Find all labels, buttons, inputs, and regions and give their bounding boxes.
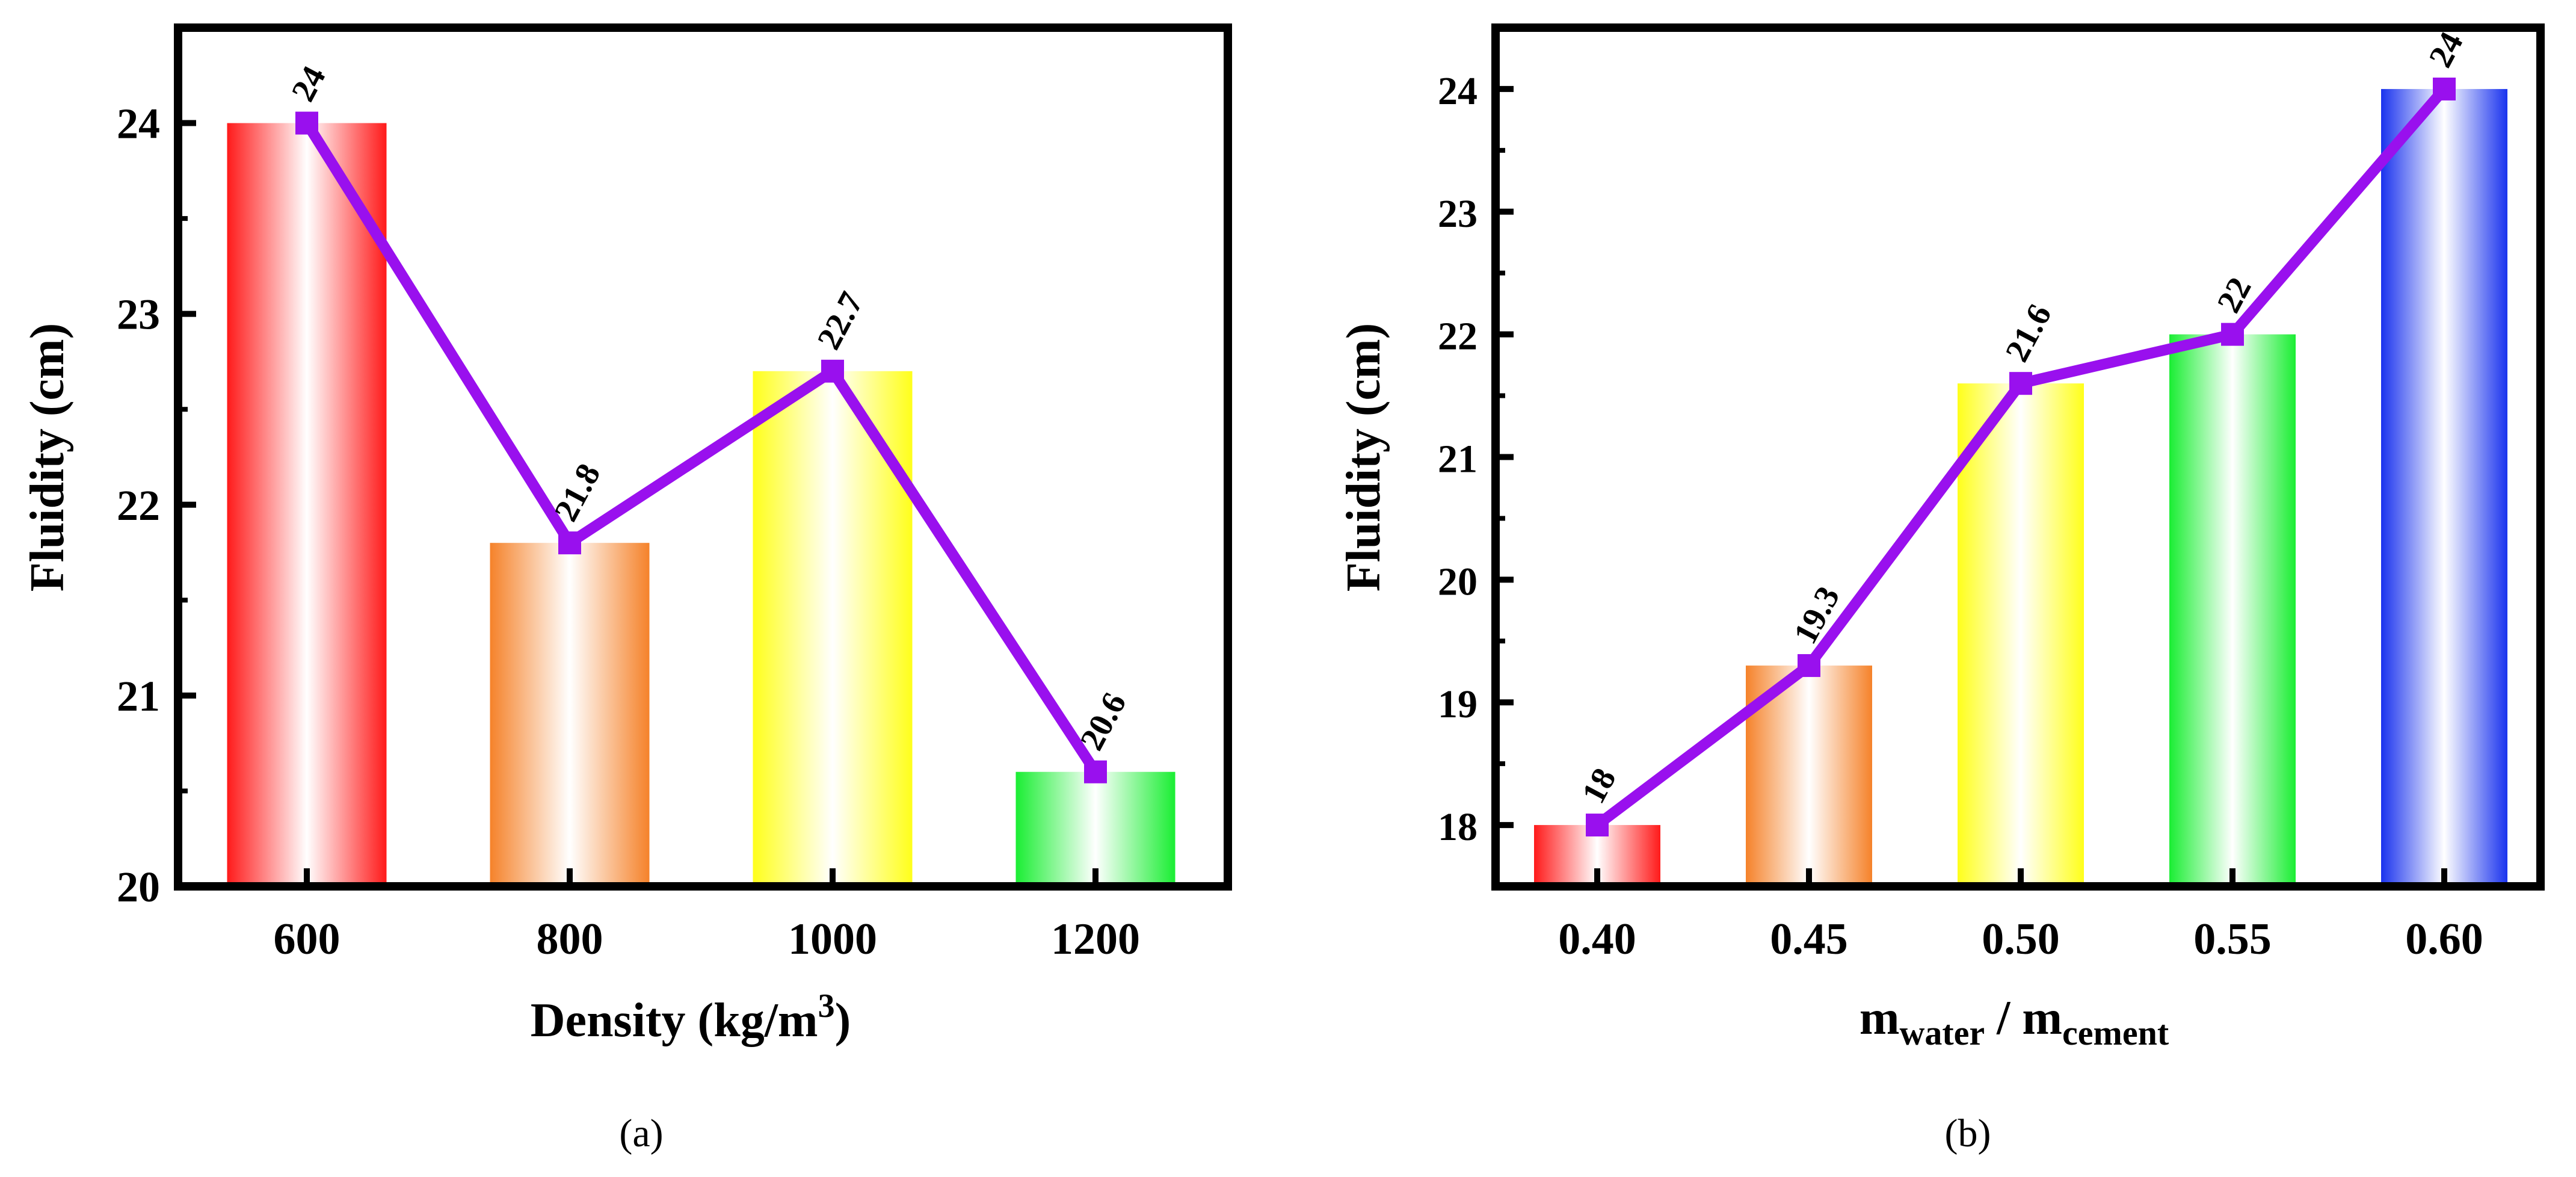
y-tick-label: 24 (1438, 69, 1478, 113)
point-marker-0.55 (2221, 323, 2244, 346)
data-label: 24 (285, 60, 333, 108)
y-tick-label: 19 (1438, 682, 1478, 726)
x-tick-label: 1200 (1051, 915, 1140, 964)
y-tick-label: 21 (117, 672, 160, 720)
y-tick-label: 23 (117, 291, 160, 339)
point-marker-1200 (1084, 760, 1107, 783)
point-marker-0.60 (2433, 77, 2456, 100)
chart-b-y-axis-label: Fluidity (cm) (1337, 323, 1390, 592)
point-marker-800 (558, 531, 581, 555)
y-tick-label: 20 (1438, 560, 1478, 604)
x-tick-label: 0.55 (2193, 915, 2272, 964)
y-tick-label: 18 (1438, 805, 1478, 849)
series-line (302, 120, 1100, 775)
bar-1200 (1015, 771, 1176, 886)
x-tick-label: 800 (537, 915, 603, 964)
chart-a-frame (174, 23, 1232, 891)
x-tick-label: 600 (274, 915, 340, 964)
y-tick-label: 22 (1438, 315, 1478, 359)
point-marker-600 (295, 111, 318, 135)
x-tick-label: 0.60 (2405, 915, 2483, 964)
point-marker-1000 (821, 359, 844, 383)
panel-label-a: (a) (619, 1111, 663, 1155)
data-label: 18 (1575, 762, 1624, 810)
y-tick-label: 23 (1438, 192, 1478, 236)
bar-0.55 (2169, 334, 2296, 886)
data-label: 24 (2422, 26, 2471, 73)
chart-a-y-axis-label: Fluidity (cm) (21, 323, 74, 592)
panel-label-b: (b) (1945, 1111, 1991, 1155)
point-marker-0.45 (1798, 654, 1820, 678)
x-tick-label: 0.45 (1770, 915, 1848, 964)
point-marker-0.40 (1586, 814, 1609, 837)
x-tick-label: 1000 (788, 915, 877, 964)
x-tick-label: 0.40 (1558, 915, 1636, 964)
data-label: 21.6 (1998, 298, 2059, 368)
x-tick-label: 0.50 (1982, 915, 2060, 964)
bar-800 (490, 543, 650, 886)
chart-b-x-axis-label: mwater / mcement (1860, 992, 2169, 1052)
bar-0.60 (2381, 88, 2507, 886)
y-tick-label: 21 (1438, 437, 1478, 481)
chart-a-x-axis-label: Density (kg/m3) (531, 987, 851, 1047)
bar-600 (227, 123, 387, 887)
data-label: 19.3 (1787, 581, 1847, 650)
y-tick-label: 20 (117, 863, 160, 911)
point-marker-0.50 (2009, 372, 2032, 395)
data-label: 22.7 (810, 286, 871, 356)
bar-0.50 (1958, 383, 2084, 886)
y-tick-label: 24 (117, 100, 160, 148)
y-tick-label: 22 (117, 481, 160, 530)
